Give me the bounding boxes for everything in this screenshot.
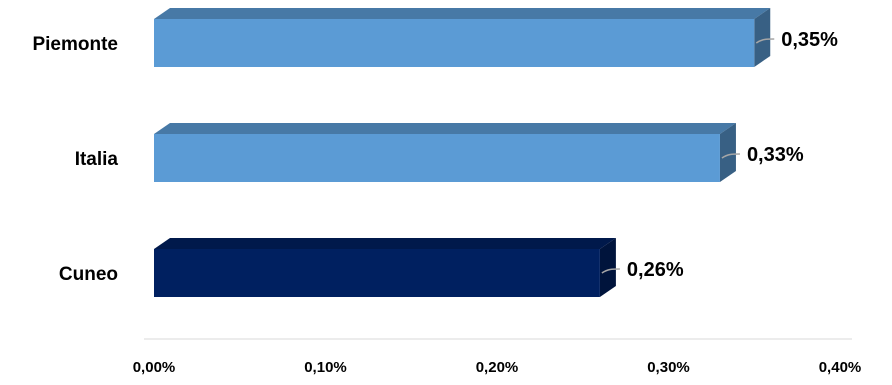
- bar-front-face: [154, 249, 600, 297]
- y-category-label: Piemonte: [32, 34, 118, 55]
- bar-side-face: [599, 238, 616, 297]
- bar-side-face: [754, 8, 771, 67]
- bars-group: [154, 8, 771, 297]
- bar-top-face: [154, 238, 616, 249]
- y-category-label: Italia: [75, 149, 119, 170]
- bar: [154, 238, 616, 297]
- data-label-leader: [601, 268, 620, 274]
- bar-side-face: [719, 123, 736, 182]
- data-label: 0,26%: [627, 259, 684, 281]
- bar-top-face: [154, 8, 771, 19]
- bar-front-face: [154, 19, 755, 67]
- x-tick-label: 0,30%: [647, 359, 690, 376]
- bar: [154, 123, 736, 182]
- y-category-label: Cuneo: [59, 264, 118, 285]
- data-label-leader: [721, 153, 740, 159]
- data-label: 0,33%: [747, 144, 804, 166]
- bar: [154, 8, 771, 67]
- data-label-leader: [755, 38, 775, 44]
- labels-group: 0,35% Piemonte 0,33% Italia 0,26% Cuneo: [32, 29, 838, 285]
- x-tick-label: 0,00%: [133, 359, 176, 376]
- data-label: 0,35%: [781, 29, 838, 51]
- x-tick-label: 0,40%: [819, 359, 862, 376]
- bar-front-face: [154, 134, 720, 182]
- bar-top-face: [154, 123, 736, 134]
- x-tick-label: 0,20%: [476, 359, 519, 376]
- x-axis: 0,00% 0,10% 0,20% 0,30% 0,40%: [133, 338, 862, 376]
- x-tick-label: 0,10%: [304, 359, 347, 376]
